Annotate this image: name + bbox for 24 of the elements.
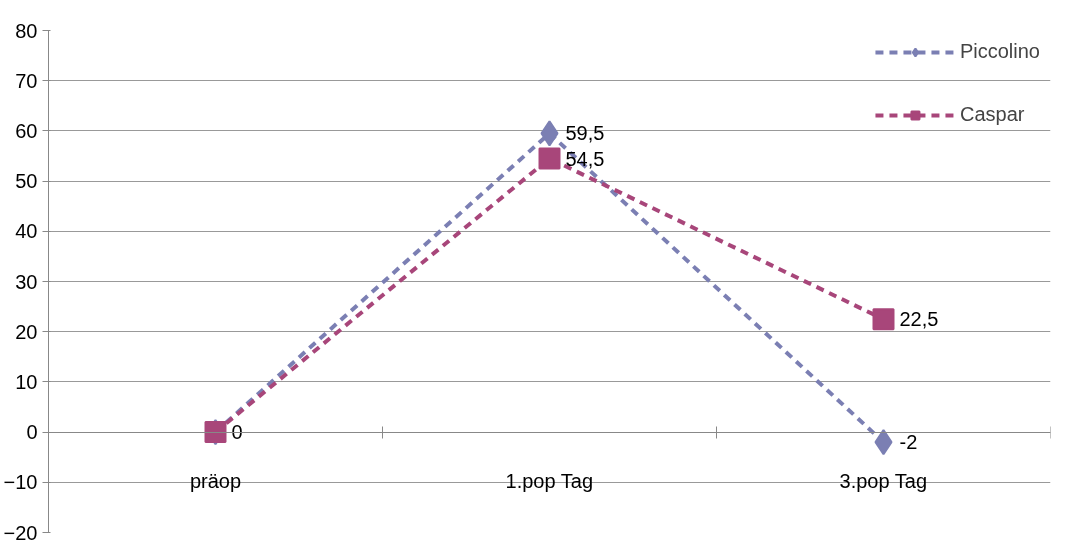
point bbox=[874, 429, 893, 456]
legend-label: Caspar bbox=[959, 103, 1025, 126]
legend-label: Piccolino bbox=[959, 40, 1040, 63]
x-tick-label: 3.pop Tag bbox=[839, 470, 928, 493]
y-tick-label: −10 bbox=[3, 471, 38, 494]
y-tick-label: 10 bbox=[15, 370, 38, 393]
y-tick-label: 0 bbox=[26, 421, 38, 444]
x-tick-label: präop bbox=[189, 470, 242, 493]
y-tick-label: 20 bbox=[15, 320, 38, 343]
y-tick-label: 60 bbox=[15, 119, 38, 142]
data-label: -2 bbox=[899, 431, 918, 454]
data-label: 22,5 bbox=[899, 308, 939, 331]
y-tick-label: 30 bbox=[15, 270, 38, 293]
point bbox=[538, 147, 561, 170]
data-label: 59,5 bbox=[565, 122, 605, 145]
y-tick-label: 80 bbox=[15, 19, 38, 42]
y-tick-label: 70 bbox=[15, 69, 38, 92]
data-label: 54,5 bbox=[565, 147, 605, 170]
point bbox=[872, 308, 895, 331]
point bbox=[540, 120, 559, 147]
y-tick-label: −20 bbox=[3, 521, 38, 544]
y-tick-label: 40 bbox=[15, 220, 38, 243]
x-tick-label: 1.pop Tag bbox=[505, 470, 594, 493]
y-tick-label: 50 bbox=[15, 170, 38, 193]
